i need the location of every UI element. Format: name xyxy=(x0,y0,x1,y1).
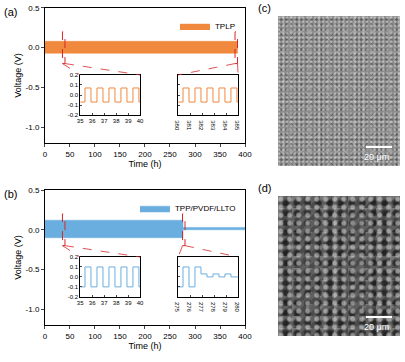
html-text:(c): (c) xyxy=(258,2,271,14)
svg-text:Voltage (V): Voltage (V) xyxy=(13,235,23,280)
svg-text:400: 400 xyxy=(238,332,252,341)
svg-text:400: 400 xyxy=(238,150,252,159)
svg-text:383: 383 xyxy=(210,120,216,131)
svg-text:0.0: 0.0 xyxy=(28,226,40,235)
svg-text:0.5: 0.5 xyxy=(28,4,40,13)
html-text:20 μm: 20 μm xyxy=(364,322,390,332)
svg-text:350: 350 xyxy=(213,332,227,341)
svg-text:35: 35 xyxy=(77,300,84,306)
svg-text:250: 250 xyxy=(163,150,177,159)
svg-text:-0.5: -0.5 xyxy=(26,265,40,274)
svg-text:100: 100 xyxy=(88,150,102,159)
svg-text:381: 381 xyxy=(186,120,192,131)
svg-text:TPP/PVDF/LLTO: TPP/PVDF/LLTO xyxy=(175,204,236,213)
svg-text:-1.0: -1.0 xyxy=(26,123,40,132)
svg-text:200: 200 xyxy=(138,150,152,159)
svg-text:39: 39 xyxy=(125,300,132,306)
svg-text:0.0: 0.0 xyxy=(70,92,79,98)
svg-text:0.1: 0.1 xyxy=(70,264,79,270)
svg-text:0.2: 0.2 xyxy=(70,254,79,260)
svg-text:0.2: 0.2 xyxy=(70,72,79,78)
svg-text:300: 300 xyxy=(188,150,202,159)
svg-text:35: 35 xyxy=(77,118,84,124)
svg-text:39: 39 xyxy=(125,118,132,124)
svg-text:-0.2: -0.2 xyxy=(68,294,79,300)
svg-text:0.1: 0.1 xyxy=(70,82,79,88)
svg-text:100: 100 xyxy=(88,332,102,341)
svg-text:0: 0 xyxy=(43,150,48,159)
svg-text:200: 200 xyxy=(138,332,152,341)
svg-text:279: 279 xyxy=(222,302,228,313)
svg-text:Time (h): Time (h) xyxy=(128,159,161,169)
svg-text:277: 277 xyxy=(198,302,204,313)
html-text:(d): (d) xyxy=(258,182,272,194)
svg-text:280: 280 xyxy=(234,302,240,313)
svg-text:0.0: 0.0 xyxy=(28,43,40,52)
svg-text:276: 276 xyxy=(186,302,192,313)
svg-text:38: 38 xyxy=(113,118,120,124)
svg-text:384: 384 xyxy=(222,120,228,131)
svg-text:380: 380 xyxy=(174,120,180,131)
svg-text:Time (h): Time (h) xyxy=(128,341,161,351)
svg-text:250: 250 xyxy=(163,332,177,341)
svg-text:37: 37 xyxy=(101,300,108,306)
svg-text:-1.0: -1.0 xyxy=(26,305,40,314)
svg-text:0: 0 xyxy=(43,332,48,341)
svg-text:38: 38 xyxy=(113,300,120,306)
svg-text:150: 150 xyxy=(113,332,127,341)
svg-text:382: 382 xyxy=(198,120,204,131)
svg-text:50: 50 xyxy=(66,332,75,341)
svg-text:275: 275 xyxy=(174,302,180,313)
svg-text:50: 50 xyxy=(66,150,75,159)
html-text:20 μm: 20 μm xyxy=(364,152,390,162)
svg-text:0.5: 0.5 xyxy=(28,186,40,195)
svg-text:-0.2: -0.2 xyxy=(68,112,79,118)
svg-text:-0.1: -0.1 xyxy=(68,102,79,108)
svg-text:0.0: 0.0 xyxy=(70,274,79,280)
svg-text:TPLP: TPLP xyxy=(215,22,235,31)
svg-text:40: 40 xyxy=(137,118,144,124)
svg-text:40: 40 xyxy=(137,300,144,306)
svg-text:Voltage (V): Voltage (V) xyxy=(13,53,23,98)
svg-text:(b): (b) xyxy=(4,188,17,200)
svg-text:37: 37 xyxy=(101,118,108,124)
svg-text:300: 300 xyxy=(188,332,202,341)
svg-text:150: 150 xyxy=(113,150,127,159)
svg-text:36: 36 xyxy=(89,300,96,306)
svg-text:-0.1: -0.1 xyxy=(68,284,79,290)
svg-text:-0.5: -0.5 xyxy=(26,83,40,92)
svg-text:278: 278 xyxy=(210,302,216,313)
svg-text:36: 36 xyxy=(89,118,96,124)
svg-text:350: 350 xyxy=(213,150,227,159)
svg-text:(a): (a) xyxy=(4,6,17,18)
svg-text:385: 385 xyxy=(234,120,240,131)
